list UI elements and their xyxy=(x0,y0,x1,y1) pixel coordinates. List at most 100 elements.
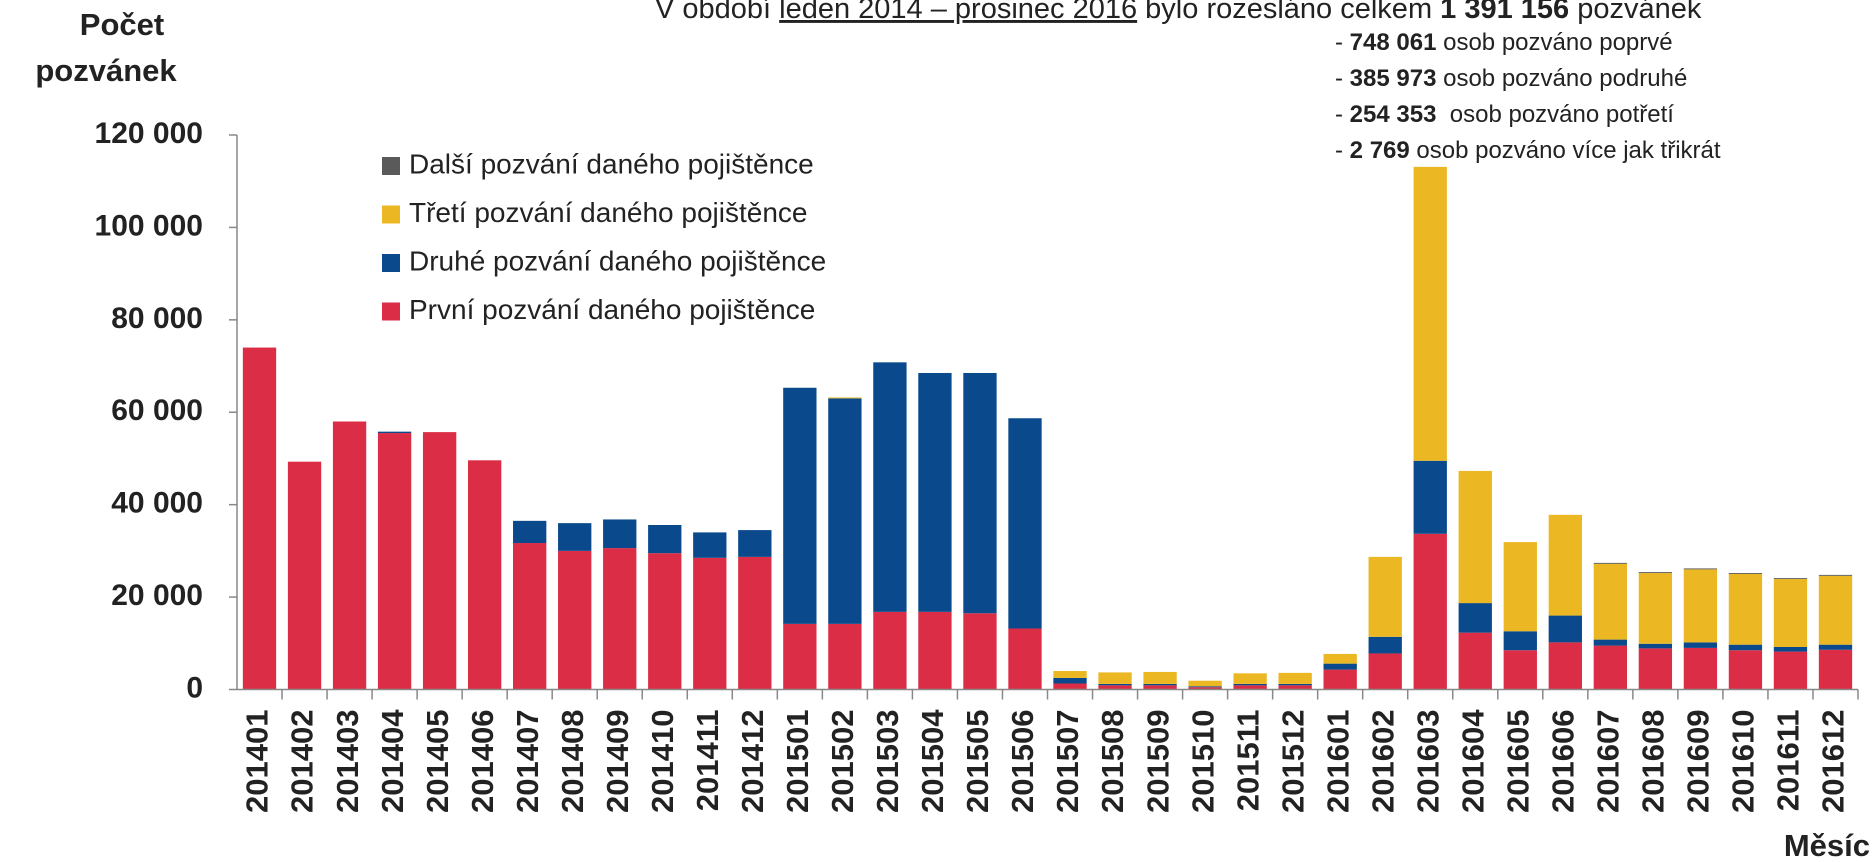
bar-segment xyxy=(1503,631,1537,651)
bar-segment xyxy=(467,460,502,690)
bar-segment xyxy=(1368,556,1402,637)
bar-segment xyxy=(1323,669,1357,690)
bar-segment xyxy=(422,432,457,690)
annotation-part: osob pozváno poprvé xyxy=(1436,29,1672,56)
title-part: bylo rozesláno celkem xyxy=(1137,0,1440,25)
bar-segment xyxy=(1053,677,1087,684)
x-tick-label: 201605 xyxy=(1500,710,1535,813)
x-axis-label: Měsíc xyxy=(1784,828,1870,862)
x-tick-label: 201406 xyxy=(465,710,500,813)
bar-segment xyxy=(963,613,997,690)
bar-segment xyxy=(287,461,322,690)
annotation-part: osob pozváno více jak třikrát xyxy=(1410,137,1721,164)
x-tick-label: 201602 xyxy=(1365,710,1400,813)
annotation-part: osob pozváno podruhé xyxy=(1436,65,1687,92)
x-tick-label: 201603 xyxy=(1410,710,1445,813)
bar-segment xyxy=(1593,563,1628,640)
bar-segment xyxy=(873,611,907,690)
bar-segment xyxy=(1188,687,1222,690)
bar-segment xyxy=(513,543,547,690)
legend-label: Třetí pozvání daného pojištěnce xyxy=(409,197,807,228)
bar-segment xyxy=(558,523,592,551)
x-tick-label: 201404 xyxy=(375,709,410,813)
y-tick-label: 20 000 xyxy=(111,579,203,612)
bar-segment xyxy=(1548,642,1582,690)
bar-segment xyxy=(1143,671,1177,684)
bar-segment xyxy=(918,611,952,690)
x-tick-label: 201510 xyxy=(1185,710,1220,813)
annotation-part: - xyxy=(1335,137,1350,164)
x-tick-label: 201411 xyxy=(690,710,725,812)
bar-segment xyxy=(1278,672,1312,684)
bar-segment xyxy=(1098,685,1132,690)
bar-segment xyxy=(1098,672,1132,684)
bar-segment xyxy=(1818,649,1853,690)
bar-segment xyxy=(648,553,682,690)
bar-segment xyxy=(1053,671,1087,678)
bar-segment xyxy=(1683,642,1718,648)
annotation-part: - xyxy=(1335,65,1350,92)
bar-segment xyxy=(1098,683,1132,686)
bar-segment xyxy=(1413,460,1447,534)
bar-segment xyxy=(1008,418,1042,629)
y-tick-label: 0 xyxy=(186,671,203,704)
bar-segment xyxy=(1638,572,1673,574)
x-tick-label: 201507 xyxy=(1050,710,1085,813)
bar-segment xyxy=(1143,685,1177,690)
bar-segment xyxy=(1683,568,1718,570)
bar-segment xyxy=(828,623,862,690)
bar-segment xyxy=(1008,628,1042,690)
x-tick-label: 201511 xyxy=(1230,710,1265,812)
bar-segment xyxy=(558,550,592,690)
bar-segment xyxy=(1413,533,1447,690)
annotation-part: - xyxy=(1335,29,1350,56)
y-axis-label: Počet xyxy=(80,7,164,42)
bar-segment xyxy=(1143,683,1177,686)
annotation-number: 254 353 xyxy=(1350,101,1437,128)
x-tick-label: 201508 xyxy=(1095,710,1130,813)
x-tick-label: 201407 xyxy=(510,710,545,813)
legend-swatch xyxy=(382,254,400,272)
bar-segment xyxy=(1323,663,1357,670)
x-tick-label: 201606 xyxy=(1546,710,1581,813)
annotation: - 254 353 osob pozváno potřetí xyxy=(1335,101,1674,128)
x-tick-label: 201505 xyxy=(960,710,995,813)
annotation-part: osob pozváno potřetí xyxy=(1436,101,1674,128)
bar-segment xyxy=(603,519,637,549)
bar-segment xyxy=(1278,683,1312,686)
x-tick-label: 201504 xyxy=(915,709,950,813)
x-tick-label: 201506 xyxy=(1005,710,1040,813)
bar-segment xyxy=(1728,644,1763,651)
y-tick-label: 80 000 xyxy=(111,302,203,335)
x-tick-label: 201509 xyxy=(1140,710,1175,813)
bar-segment xyxy=(648,524,682,554)
x-tick-label: 201408 xyxy=(555,710,590,813)
annotation-number: 748 061 xyxy=(1350,29,1437,56)
bar-segment xyxy=(1818,644,1853,650)
bar-segment xyxy=(377,433,412,690)
x-tick-label: 201601 xyxy=(1320,710,1355,813)
bar-segment xyxy=(1323,653,1357,664)
y-tick-label: 40 000 xyxy=(111,487,203,520)
x-tick-label: 201503 xyxy=(870,710,905,813)
bar-segment xyxy=(1683,569,1718,643)
bar-segment xyxy=(738,556,772,690)
bar-segment xyxy=(1728,573,1763,645)
legend-label: První pozvání daného pojištěnce xyxy=(409,294,815,325)
bar-segment xyxy=(1773,578,1808,580)
bar-segment xyxy=(1188,680,1222,687)
bar-segment xyxy=(513,520,547,544)
y-tick-label: 60 000 xyxy=(111,394,203,427)
bar-segment xyxy=(828,397,862,399)
bar-segment xyxy=(1728,650,1763,690)
bar-segment xyxy=(1593,645,1628,690)
bar-segment xyxy=(1233,685,1267,690)
x-tick-label: 201604 xyxy=(1455,709,1490,813)
x-tick-label: 201612 xyxy=(1816,710,1851,813)
x-tick-label: 201610 xyxy=(1726,710,1761,813)
bar-segment xyxy=(1458,603,1492,633)
bar-segment xyxy=(828,398,862,624)
bar-segment xyxy=(1638,643,1673,649)
bar-segment xyxy=(1368,636,1402,654)
